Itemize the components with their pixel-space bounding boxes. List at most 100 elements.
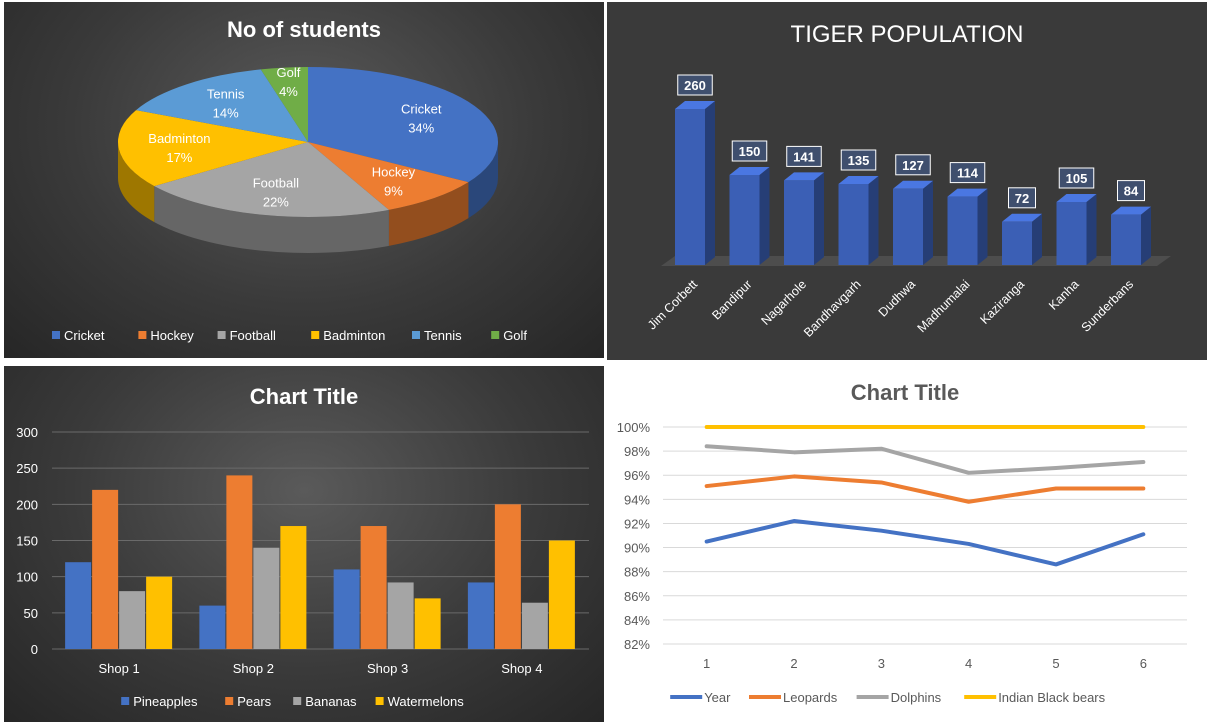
tiger-bar [1056,202,1087,265]
tiger-data-label: 84 [1124,184,1139,199]
x-category-label: Shop 3 [367,661,408,676]
tiger-data-label-box [677,74,713,96]
shop-bar-bananas [253,547,280,649]
tiger-bar-side [1032,213,1042,265]
legend-label: Hockey [150,328,194,343]
y-tick-label: 0 [31,642,38,657]
tiger-bar-side [923,180,933,265]
tiger-category-label: Nagarhole [758,277,809,328]
line-series-leopards [704,474,1146,504]
shop-bar-pears [226,475,253,649]
pie-slice-hockey [308,142,469,210]
legend-swatch [311,331,320,339]
pie-label-category: Hockey [372,164,416,179]
tiger-data-label: 72 [1015,191,1029,206]
pie-chart-title: No of students [227,17,381,42]
shop-bar-bananas [387,582,414,649]
pie-chart-panel: No of students Cricket 34% Hockey 9% Footbal… [4,2,604,358]
tiger-data-label-box [840,149,877,171]
pie-label-percent: 22% [263,194,289,209]
x-category-label: Shop 2 [233,661,274,676]
pie-label-percent: 9% [384,183,403,198]
pie-label-percent: 4% [279,84,298,99]
x-tick-label: 1 [703,656,710,671]
legend-label: Watermelons [388,694,465,709]
legend-label: Tennis [424,328,462,343]
y-tick-label: 88% [624,565,650,580]
pie-label-category: Football [253,175,299,190]
pie-slice-cricket [308,67,499,183]
legend-label: Pears [237,694,271,709]
legend-swatch [138,331,147,339]
legend-label: Badminton [323,328,385,343]
tiger-bar-top [729,167,770,175]
legend-swatch [293,697,302,705]
pie-slice-golf [260,67,308,142]
shop-bar-pineapples [333,569,360,649]
y-tick-label: 96% [624,468,650,483]
y-tick-label: 92% [624,516,650,531]
tiger-category-label: Bandhavgarh [801,277,864,340]
tiger-data-label: 135 [848,153,870,168]
tiger-category-label: Bandipur [709,277,754,322]
tiger-bar [729,175,760,265]
legend-swatch [217,331,226,339]
x-tick-label: 3 [878,656,885,671]
x-category-label: Shop 1 [99,661,140,676]
y-tick-label: 300 [16,425,38,440]
tiger-data-label: 127 [902,158,924,173]
tiger-bar [1111,214,1141,265]
legend-swatch [52,331,60,339]
pie-label-category: Cricket [401,101,442,116]
tiger-bar [893,188,923,265]
legend-label: Pineapples [133,694,198,709]
tiger-data-label-box [731,140,768,162]
tiger-data-label: 105 [1066,171,1088,186]
tiger-category-label: Kanha [1046,277,1081,312]
pie-side-hockey [388,182,469,246]
legend-swatch [121,697,130,705]
x-tick-label: 4 [965,656,972,671]
tiger-bar [1002,221,1032,265]
pie-label-percent: 17% [166,150,192,165]
line-chart-panel: Chart Title 82% 84% 86% 88% 90% 92% 94% 96% 98% 1… [605,362,1209,724]
tiger-bar-top [947,188,988,197]
tiger-bar [784,180,814,265]
tiger-bar [838,184,869,265]
line-chart: Chart Title 82% 84% 86% 88% 90% 92% 94% 96% 98% 1… [617,380,1187,705]
line-series-dolphins [704,444,1146,475]
tiger-data-label: 114 [957,166,979,181]
tiger-bar-top [1002,213,1042,222]
shop-bar-pineapples [199,605,226,649]
legend-label: Year [704,690,731,705]
shop-bar-pears [360,526,387,649]
x-tick-label: 5 [1052,656,1059,671]
tiger-data-label: 141 [793,149,815,164]
legend-swatch [491,331,500,339]
y-tick-label: 200 [16,497,38,512]
legend-label: Cricket [64,328,105,343]
shop-bar-pears [92,489,119,649]
legend-label: Golf [503,328,527,343]
shop-chart-title: Chart Title [250,384,358,409]
tiger-bar-side [1086,194,1097,265]
tiger-category-label: Jim Corbett [645,277,700,332]
tiger-bar [947,196,978,265]
tiger-chart-title: TIGER POPULATION [791,21,1024,48]
tiger-bar-side [705,101,715,265]
pie-label-category: Golf [277,65,301,80]
pie-slice-football [154,142,389,218]
tiger-category-label: Sunderbans [1079,277,1137,335]
tiger-data-label-box [786,145,822,167]
shop-chart-panel: Chart Title 0 50 100 150 200 250 300 Shop 1 Shop… [4,366,604,722]
tiger-bar-side [814,172,824,265]
y-tick-label: 84% [624,613,650,628]
shop-bar-chart: Chart Title 0 50 100 150 200 250 300 Shop 1 Shop… [16,384,589,709]
tiger-data-label: 260 [684,78,706,93]
tiger-bar-top [1056,194,1097,202]
legend-label: Leopards [783,690,838,705]
shop-bar-pears [494,504,521,649]
tiger-category-label: Dudhwa [876,277,918,319]
line-chart-title: Chart Title [851,380,959,405]
y-tick-label: 50 [24,606,38,621]
